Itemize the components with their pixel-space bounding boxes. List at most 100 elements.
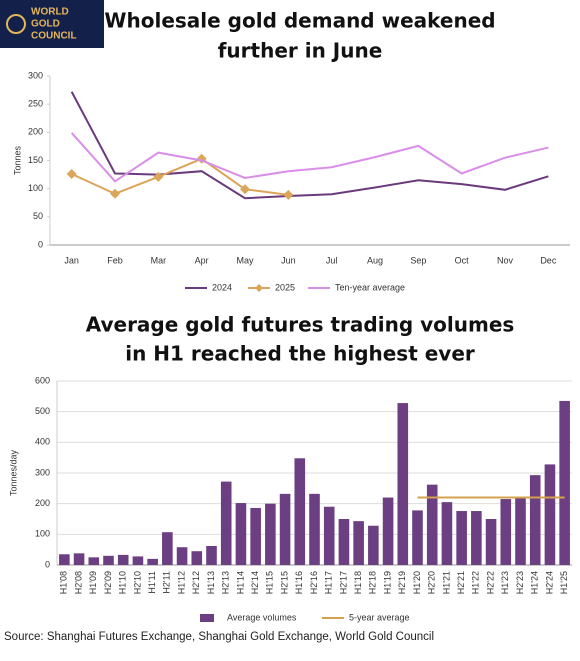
x-tick-label: Feb: [107, 255, 123, 265]
y-tick-label: 150: [28, 155, 43, 165]
marker: [66, 169, 77, 180]
bar: [220, 481, 232, 565]
x-tick-label: H2'18: [368, 571, 378, 594]
bar: [88, 557, 100, 565]
legend-label: Ten-year average: [335, 282, 405, 292]
x-tick-label: H1'20: [412, 571, 422, 594]
x-tick-label: H1'13: [206, 571, 216, 594]
x-tick-label: H1'15: [265, 571, 275, 594]
chart-title: Average gold futures trading volumes: [86, 313, 515, 337]
bar: [294, 458, 306, 565]
x-tick-label: H1'21: [441, 571, 451, 594]
bar: [485, 519, 497, 565]
y-tick-label: 300: [28, 70, 43, 80]
bar: [515, 496, 526, 565]
x-tick-label: H1'08: [59, 571, 69, 594]
y-tick-label: 200: [35, 498, 50, 508]
legend-label: 2024: [212, 282, 232, 292]
x-tick-label: H1'19: [382, 571, 392, 594]
y-axis-label: Tonnes/day: [8, 449, 18, 496]
x-tick-label: H2'17: [338, 571, 348, 594]
bar: [103, 555, 114, 565]
bar: [456, 511, 467, 565]
logo-text: COUNCIL: [31, 31, 77, 42]
x-tick-label: H2'19: [397, 571, 407, 594]
y-tick-label: 500: [35, 406, 50, 416]
x-tick-label: H1'12: [176, 571, 186, 594]
bar: [397, 403, 409, 565]
marker: [283, 189, 294, 200]
legend-label: Average volumes: [227, 612, 297, 622]
bar: [162, 532, 173, 565]
bar: [250, 507, 261, 565]
x-tick-label: H2'11: [162, 571, 172, 594]
x-tick-label: H2'14: [250, 571, 260, 594]
bar: [147, 558, 158, 565]
marker: [110, 188, 120, 199]
x-tick-label: Jun: [281, 255, 296, 265]
y-tick-label: 200: [28, 127, 43, 137]
y-tick-label: 400: [35, 437, 50, 447]
bar: [412, 510, 423, 565]
bar: [426, 484, 438, 565]
line: [70, 91, 549, 200]
x-tick-label: H2'20: [427, 571, 437, 594]
line: [71, 157, 289, 196]
y-tick-label: 300: [35, 467, 50, 477]
legend-label: 2025: [275, 282, 295, 292]
x-tick-label: H2'10: [132, 571, 142, 594]
x-tick-label: H1'09: [88, 571, 98, 594]
x-tick-label: H2'22: [485, 571, 495, 594]
x-tick-label: H1'10: [118, 571, 128, 594]
y-tick-label: 100: [35, 529, 50, 539]
x-tick-label: Dec: [540, 255, 557, 265]
bar: [235, 503, 247, 565]
bar: [500, 499, 512, 565]
x-tick-label: H2'24: [544, 571, 554, 594]
x-tick-label: H1'18: [353, 571, 363, 594]
y-tick-label: 0: [45, 559, 50, 569]
x-tick-label: H2'12: [191, 571, 201, 594]
y-tick-label: 50: [33, 211, 43, 221]
x-tick-label: Jul: [326, 255, 338, 265]
bar: [176, 547, 188, 565]
bar: [265, 503, 276, 565]
bar: [544, 464, 556, 565]
bar: [559, 400, 570, 565]
bar: [73, 553, 85, 565]
x-tick-label: H1'24: [530, 571, 540, 594]
x-tick-label: H1'17: [324, 571, 334, 594]
bar: [353, 521, 364, 565]
x-tick-label: H1'16: [294, 571, 304, 594]
bar: [117, 554, 129, 565]
bar: [471, 511, 482, 565]
x-tick-label: H2'13: [221, 571, 231, 594]
chart-title: further in June: [218, 39, 383, 63]
bar: [368, 525, 379, 565]
y-tick-label: 100: [28, 183, 43, 193]
x-tick-label: Jan: [64, 255, 79, 265]
bar: [59, 554, 70, 565]
y-tick-label: 0: [38, 239, 43, 249]
x-tick-label: H1'25: [559, 571, 569, 594]
legend-swatch: [200, 614, 214, 622]
x-tick-label: H2'09: [103, 571, 113, 594]
x-tick-label: Oct: [455, 255, 470, 265]
legend-marker: [255, 284, 263, 292]
x-tick-label: Sep: [410, 255, 426, 265]
bar: [279, 493, 291, 565]
x-tick-label: Nov: [497, 255, 514, 265]
marker: [240, 184, 250, 195]
logo-text: WORLD: [31, 7, 69, 18]
bar: [338, 519, 350, 565]
x-tick-label: H1'23: [500, 571, 510, 594]
x-tick-label: Apr: [195, 255, 209, 265]
y-axis-label: Tonnes: [12, 145, 22, 175]
x-tick-label: H2'21: [456, 571, 466, 594]
line: [70, 132, 549, 183]
x-tick-label: H1'11: [147, 571, 157, 594]
bar: [382, 497, 394, 565]
logo-box: [0, 0, 104, 48]
bar: [206, 545, 217, 565]
y-tick-label: 600: [35, 375, 50, 385]
